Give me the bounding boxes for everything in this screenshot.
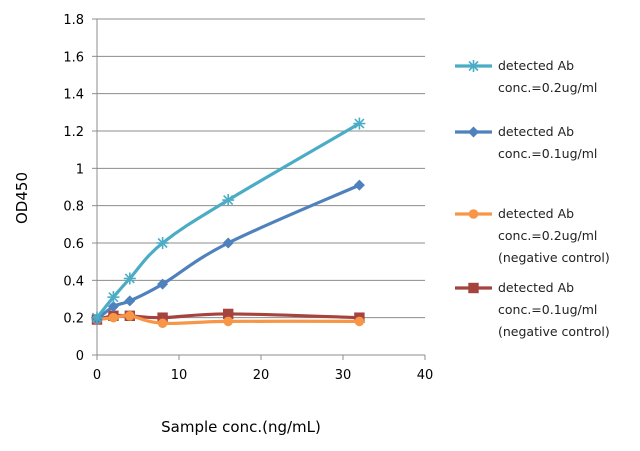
legend-label: (negative control) [498,250,610,265]
data-point [107,300,119,312]
tick-labels: 0 0.2 0.4 0.6 0.8 1 1.2 1.4 1.6 1.8 0 10 20 30 40 [63,13,433,383]
data-point [223,316,233,327]
legend-marker [467,60,480,72]
legend: detected Ab conc.=0.2ug/ml detected Ab conc… [455,58,610,339]
y-tick-label: 1.2 [63,125,84,140]
y-tick-label: 1 [76,162,84,177]
data-point [157,318,168,329]
y-tick-label: 0.8 [63,200,84,215]
series-1 [91,117,366,324]
x-tick-label: 40 [417,368,434,383]
x-tick-label: 20 [253,368,270,383]
y-tick-label: 0.2 [63,312,84,327]
series-line [95,121,361,320]
x-tick-label: 10 [171,368,188,383]
legend-item-2: detected Ab conc.=0.1ug/ml [455,124,597,161]
legend-marker [468,126,479,138]
legend-label: (negative control) [498,324,610,339]
legend-item-3: detected Ab conc.=0.2ug/ml (negative contr… [455,206,610,265]
data-point [156,237,169,249]
data-point [354,316,365,327]
data-point [91,311,103,324]
data-point [157,312,168,323]
legend-label: conc.=0.1ug/ml [498,302,597,317]
grid-lines [97,18,425,319]
data-point [125,311,135,321]
y-axis-label: OD450 [13,172,31,224]
data-point [353,117,366,130]
data-point [123,272,136,285]
legend-label: conc.=0.2ug/ml [498,80,597,95]
x-tick-label: 0 [93,368,101,383]
data-point [124,295,136,307]
legend-label: detected Ab [498,280,574,295]
y-tick-label: 1.6 [63,50,84,65]
y-tick-label: 1.4 [63,88,84,103]
data-point [223,308,234,320]
legend-item-1: detected Ab conc.=0.2ug/ml [455,58,597,95]
x-tick-label: 30 [335,368,352,383]
legend-marker [468,282,479,294]
legend-label: conc.=0.1ug/ml [498,146,597,161]
data-point [108,312,119,323]
legend-item-4: detected Ab conc.=0.1ug/ml (negative contr… [455,280,610,339]
legend-marker [468,209,479,219]
y-tick-label: 0 [76,349,84,364]
data-point [107,291,120,304]
data-point [222,194,235,207]
x-axis-label: Sample conc.(ng/mL) [161,418,321,436]
data-point [157,278,169,290]
data-point [353,179,365,191]
y-tick-label: 1.8 [63,13,84,28]
series-group [91,117,366,329]
y-tick-label: 0.6 [63,237,84,252]
legend-label: detected Ab [498,124,574,139]
data-point [222,237,234,249]
y-tick-label: 0.4 [63,274,84,289]
legend-label: detected Ab [498,58,574,73]
axes [92,18,426,360]
legend-label: conc.=0.2ug/ml [498,228,597,243]
legend-label: detected Ab [498,206,574,221]
